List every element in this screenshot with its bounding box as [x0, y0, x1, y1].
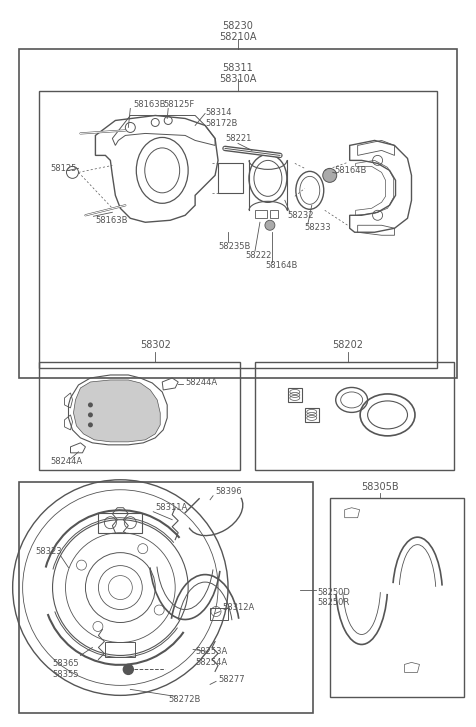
Bar [218, 164, 243, 193]
Circle shape [323, 169, 337, 182]
Bar [39, 91, 437, 368]
Text: 58125: 58125 [50, 164, 77, 173]
Circle shape [88, 403, 93, 407]
Bar [105, 643, 135, 657]
Circle shape [88, 422, 93, 427]
Bar [255, 362, 455, 470]
Text: 58323: 58323 [36, 547, 62, 556]
Text: 58311A: 58311A [155, 503, 188, 513]
Text: 58232: 58232 [288, 211, 314, 220]
Polygon shape [73, 380, 160, 442]
Text: 58221: 58221 [225, 134, 251, 143]
Bar [288, 388, 302, 402]
Text: 58277: 58277 [218, 675, 245, 684]
Circle shape [88, 412, 93, 417]
Bar [19, 49, 457, 378]
Bar [305, 408, 319, 422]
Text: 58311
58310A: 58311 58310A [219, 63, 257, 84]
Text: 58202: 58202 [332, 340, 363, 350]
Text: 58250D
58250R: 58250D 58250R [318, 587, 351, 607]
Text: 58222: 58222 [245, 251, 271, 260]
Text: 58164B: 58164B [265, 261, 298, 270]
Text: 58396: 58396 [215, 487, 242, 497]
Text: 58314
58172B: 58314 58172B [205, 108, 238, 128]
Bar [270, 210, 278, 218]
Bar [255, 210, 267, 218]
Bar [330, 498, 464, 697]
Text: 58163B: 58163B [95, 216, 128, 225]
Bar [210, 608, 228, 619]
Text: 58164B: 58164B [335, 166, 367, 175]
Circle shape [123, 664, 133, 675]
Text: 58233: 58233 [305, 222, 331, 232]
Bar [19, 482, 313, 713]
Text: 58365
58355: 58365 58355 [52, 659, 79, 679]
Text: 58235B: 58235B [218, 241, 250, 251]
Bar [39, 362, 240, 470]
Text: 58244A: 58244A [185, 379, 217, 387]
Text: 58253A
58254A: 58253A 58254A [195, 648, 228, 667]
Circle shape [265, 220, 275, 230]
Text: 58163B: 58163B [133, 100, 166, 109]
Text: 58312A: 58312A [222, 603, 254, 612]
Text: 58272B: 58272B [168, 695, 200, 704]
Text: 58230
58210A: 58230 58210A [219, 20, 257, 42]
Bar [99, 513, 142, 533]
Text: 58125F: 58125F [163, 100, 195, 109]
Text: 58305B: 58305B [361, 482, 398, 491]
Text: 58302: 58302 [140, 340, 171, 350]
Text: 58244A: 58244A [50, 457, 83, 466]
